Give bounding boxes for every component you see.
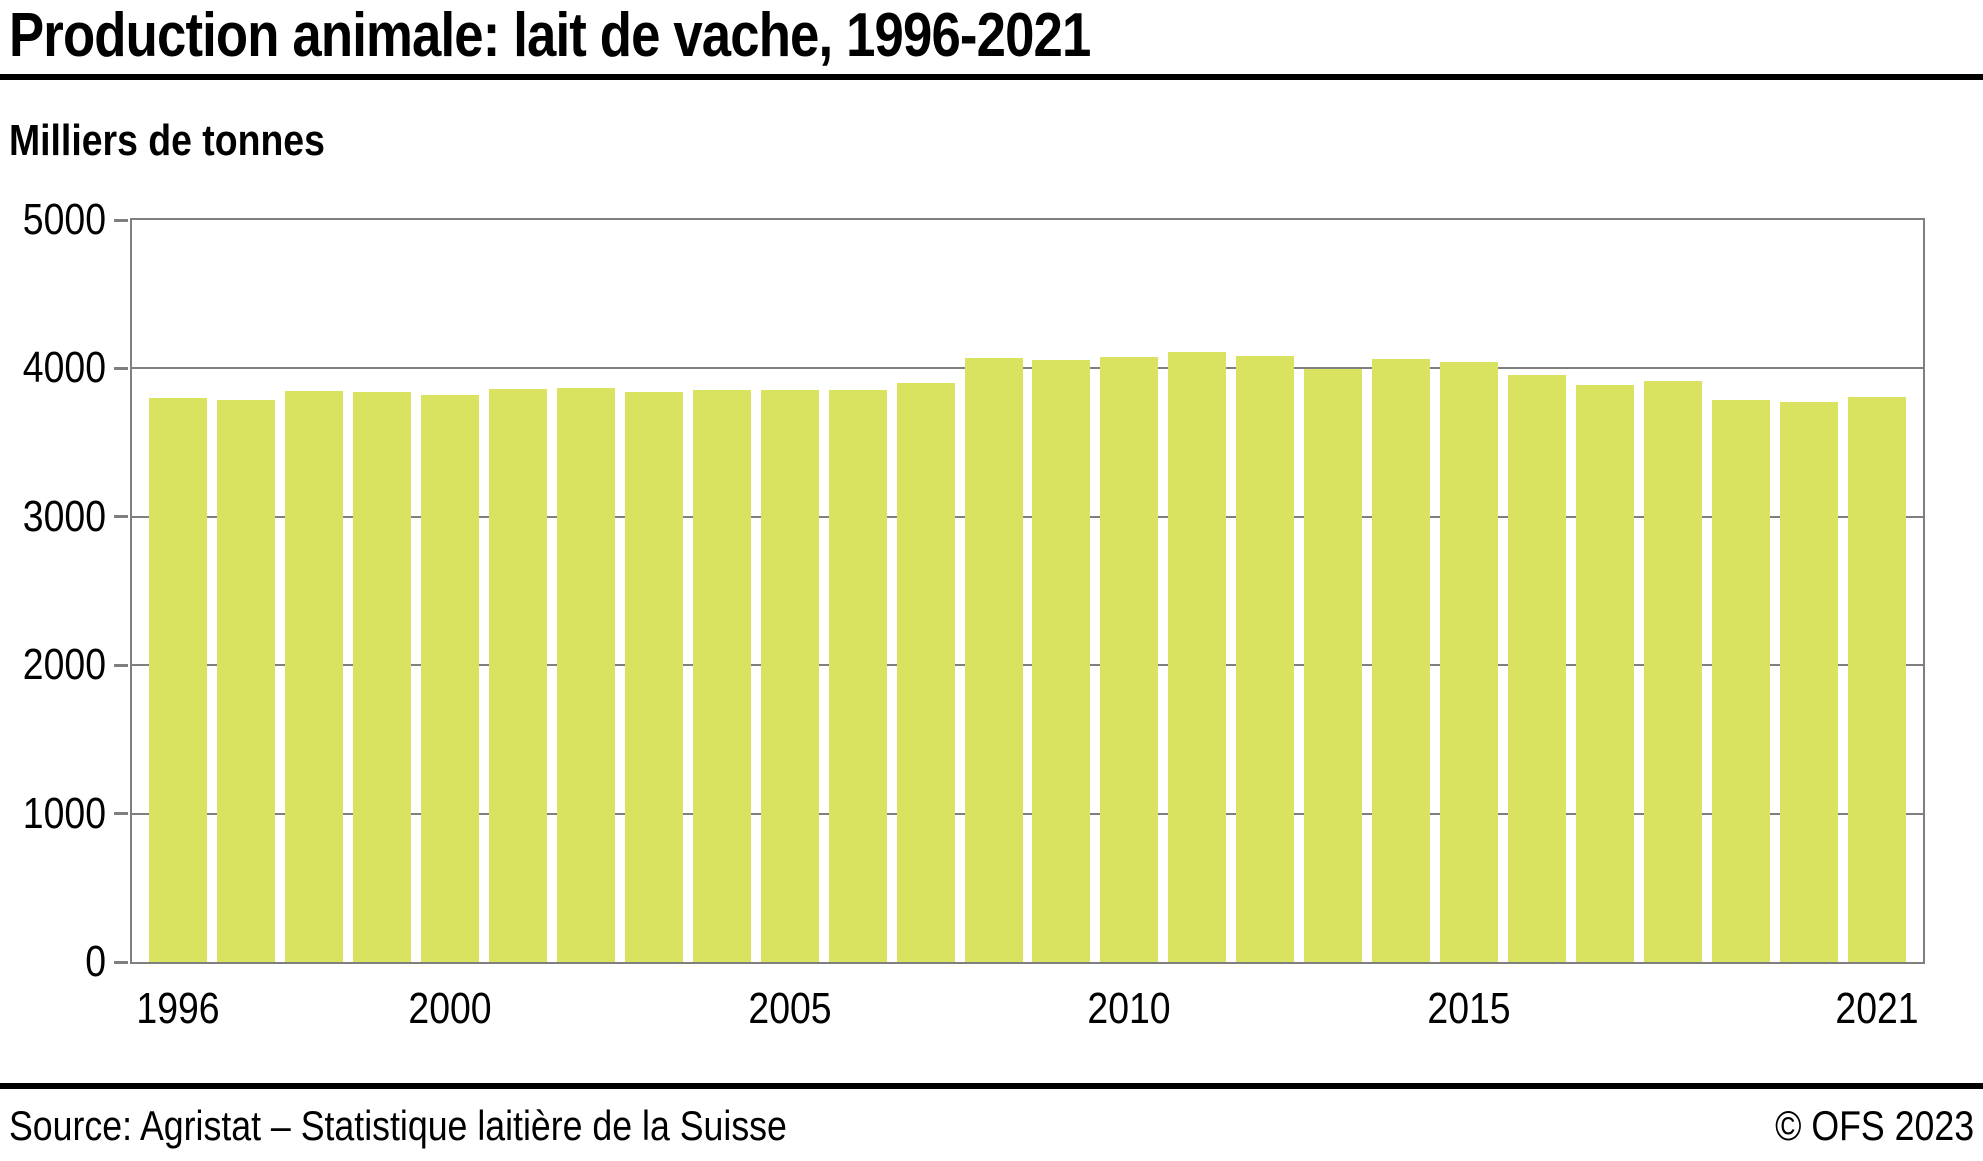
bar-1999: [352, 392, 411, 962]
bar-2007: [896, 383, 955, 962]
bar-2005: [760, 389, 819, 962]
x-tick-label-2005: 2005: [748, 984, 832, 1033]
bar-2006: [828, 389, 887, 962]
unit-label: Milliers de tonnes: [9, 116, 325, 165]
bar-2004: [692, 389, 751, 962]
x-tick-label-1996: 1996: [136, 984, 220, 1033]
y-gridline-2000: [132, 664, 1923, 667]
bar-2003: [624, 392, 683, 962]
bar-2016: [1508, 375, 1567, 962]
x-tick-label-2015: 2015: [1427, 984, 1511, 1033]
bar-2010: [1100, 356, 1159, 962]
y-tick-label-0: 0: [85, 937, 106, 986]
chart-title: Production animale: lait de vache, 1996-…: [9, 1, 1091, 70]
plot-area: [130, 218, 1925, 964]
y-tick-0: [114, 960, 128, 964]
bar-2013: [1304, 369, 1363, 962]
y-gridline-3000: [132, 515, 1923, 518]
x-tick-label-2000: 2000: [408, 984, 492, 1033]
bar-2002: [556, 387, 615, 962]
y-tick-label-1000: 1000: [22, 788, 106, 838]
bar-1997: [216, 399, 275, 962]
bar-2020: [1780, 401, 1839, 962]
bar-2009: [1032, 359, 1091, 962]
y-axis: 0 1000 2000 3000 4000 5000: [0, 196, 130, 986]
bar-2008: [964, 358, 1023, 962]
footer-rule: [0, 1083, 1983, 1089]
bar-2019: [1712, 400, 1771, 962]
y-tick-label-4000: 4000: [22, 343, 106, 393]
bar-2012: [1236, 355, 1295, 962]
bar-2011: [1168, 352, 1227, 962]
x-tick-label-2010: 2010: [1087, 984, 1172, 1033]
title-rule: [0, 74, 1983, 80]
bar-1996: [148, 398, 207, 962]
bar-2015: [1440, 361, 1499, 962]
y-gridline-4000: [132, 367, 1923, 370]
x-tick-label-2021: 2021: [1835, 984, 1919, 1033]
bar-2018: [1644, 381, 1703, 962]
y-tick-label-2000: 2000: [22, 640, 106, 690]
y-tick-5000: [114, 218, 128, 222]
y-gridline-1000: [132, 812, 1923, 815]
x-axis-labels: 1996 2000 2005 2010 2015 2021: [130, 980, 1925, 1040]
y-tick-4000: [114, 366, 128, 370]
bar-1998: [284, 390, 343, 962]
y-tick-label-3000: 3000: [22, 491, 106, 541]
copyright-text: © OFS 2023: [1775, 1102, 1974, 1149]
bar-2014: [1372, 358, 1431, 962]
y-tick-1000: [114, 812, 128, 816]
y-tick-3000: [114, 515, 128, 519]
y-tick-label-5000: 5000: [22, 195, 106, 244]
bar-2001: [488, 389, 547, 962]
y-tick-2000: [114, 663, 128, 667]
bar-2021: [1848, 396, 1907, 962]
bar-2000: [420, 395, 479, 962]
bar-2017: [1576, 384, 1635, 962]
source-text: Source: Agristat – Statistique laitière …: [9, 1102, 787, 1149]
